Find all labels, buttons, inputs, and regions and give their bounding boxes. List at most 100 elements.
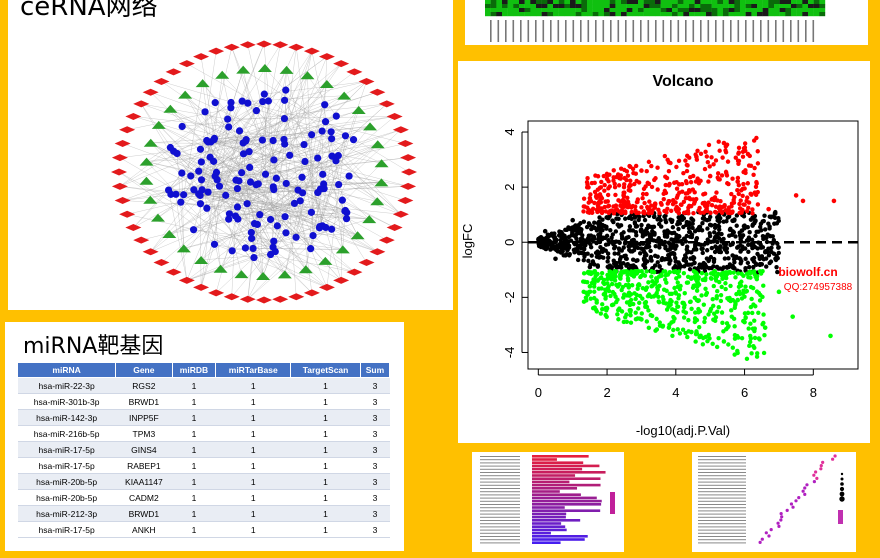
network-edge xyxy=(200,130,240,288)
network-edge xyxy=(228,43,265,128)
ns-point xyxy=(565,243,570,249)
lncrna-node xyxy=(392,126,409,134)
up-point xyxy=(713,204,719,209)
up-point xyxy=(707,164,712,169)
network-edge xyxy=(185,94,297,238)
down-point xyxy=(626,290,632,296)
term-label-mark xyxy=(698,481,746,483)
table-row: hsa-miR-20b-5p KIAA1147 1 1 1 3 xyxy=(17,473,390,490)
ns-point xyxy=(769,214,774,219)
down-point xyxy=(728,298,733,304)
up-point xyxy=(750,211,755,216)
down-point xyxy=(627,307,632,313)
down-point xyxy=(635,286,640,292)
enrichment-bar xyxy=(532,455,589,458)
up-point xyxy=(746,200,752,205)
down-point xyxy=(730,345,736,350)
up-point xyxy=(738,198,743,203)
table-row: hsa-miR-22-3p RGS2 1 1 1 3 xyxy=(17,377,390,394)
up-point xyxy=(662,153,668,159)
up-point xyxy=(754,181,759,186)
up-point xyxy=(743,170,748,176)
mrna-node xyxy=(215,182,224,190)
down-point xyxy=(757,269,763,274)
down-point xyxy=(663,273,669,278)
heatmap-cell xyxy=(558,4,565,9)
heatmap-graphic xyxy=(485,0,826,42)
ns-point xyxy=(669,237,674,242)
ns-point xyxy=(575,243,581,249)
lncrna-node xyxy=(223,293,240,301)
heatmap-cell xyxy=(757,8,763,13)
mirna-node xyxy=(363,122,378,131)
enrichment-dot xyxy=(776,521,780,525)
lncrna-node xyxy=(346,268,363,276)
ns-point xyxy=(762,227,768,232)
heatmap-cell xyxy=(553,4,559,9)
ns-point xyxy=(732,254,737,259)
up-point xyxy=(751,172,756,177)
heatmap-cell xyxy=(530,8,537,13)
enrichment-dot xyxy=(803,486,807,490)
down-point xyxy=(663,277,668,282)
heatmap-cell xyxy=(711,8,718,13)
mirna-node xyxy=(139,157,154,166)
heatmap-cell xyxy=(496,8,503,13)
data-point xyxy=(793,193,799,198)
term-label-mark xyxy=(480,542,520,544)
enrichment-dot xyxy=(791,505,795,509)
up-point xyxy=(706,179,711,184)
mirna-node xyxy=(215,70,230,79)
data-point xyxy=(587,195,593,201)
down-point xyxy=(752,328,757,334)
ns-point xyxy=(634,240,639,245)
point-cloud xyxy=(536,135,781,362)
heatmap-cell xyxy=(672,4,678,9)
down-point xyxy=(644,319,650,324)
up-point xyxy=(629,204,635,209)
lncrna-node xyxy=(208,47,225,55)
heatmap-cell xyxy=(711,12,718,17)
table-cell: 1 xyxy=(290,441,361,458)
up-point xyxy=(742,141,748,146)
ns-point xyxy=(682,236,687,241)
heatmap-cell xyxy=(592,0,599,5)
network-edge xyxy=(326,135,346,288)
enrichment-bar xyxy=(532,464,600,468)
heatmap-cell xyxy=(802,4,809,9)
network-edge xyxy=(312,235,355,273)
heatmap-cell xyxy=(513,4,520,9)
ns-point xyxy=(644,243,650,248)
ns-point xyxy=(721,265,726,270)
up-point xyxy=(604,199,610,204)
mrna-node xyxy=(211,172,219,180)
down-point xyxy=(695,280,701,285)
mirna-node xyxy=(162,230,177,239)
down-point xyxy=(675,327,680,332)
up-point xyxy=(664,175,670,181)
down-point xyxy=(731,270,736,275)
table-row: hsa-miR-17-5p ANKH 1 1 1 3 xyxy=(17,521,390,538)
up-point xyxy=(717,204,723,209)
table-cell: hsa-miR-22-3p xyxy=(17,377,116,394)
up-point xyxy=(634,210,639,216)
table-cell: 1 xyxy=(172,505,216,522)
mirna-node xyxy=(236,65,251,74)
enrichment-bar xyxy=(532,474,576,477)
data-point xyxy=(735,297,740,303)
heatmap-cell xyxy=(598,4,605,9)
network-edge xyxy=(331,229,358,236)
mrna-node xyxy=(246,178,255,186)
down-point xyxy=(656,299,661,304)
down-point xyxy=(625,272,630,278)
down-point xyxy=(708,271,714,276)
network-edge xyxy=(210,141,382,183)
down-point xyxy=(661,300,666,305)
down-point xyxy=(670,333,675,339)
network-edge xyxy=(264,67,323,132)
lncrna-node xyxy=(256,296,272,304)
table-cell: 3 xyxy=(360,441,390,458)
heatmap-cell xyxy=(541,4,548,9)
heatmap-cell xyxy=(706,8,712,13)
up-point xyxy=(648,209,653,214)
